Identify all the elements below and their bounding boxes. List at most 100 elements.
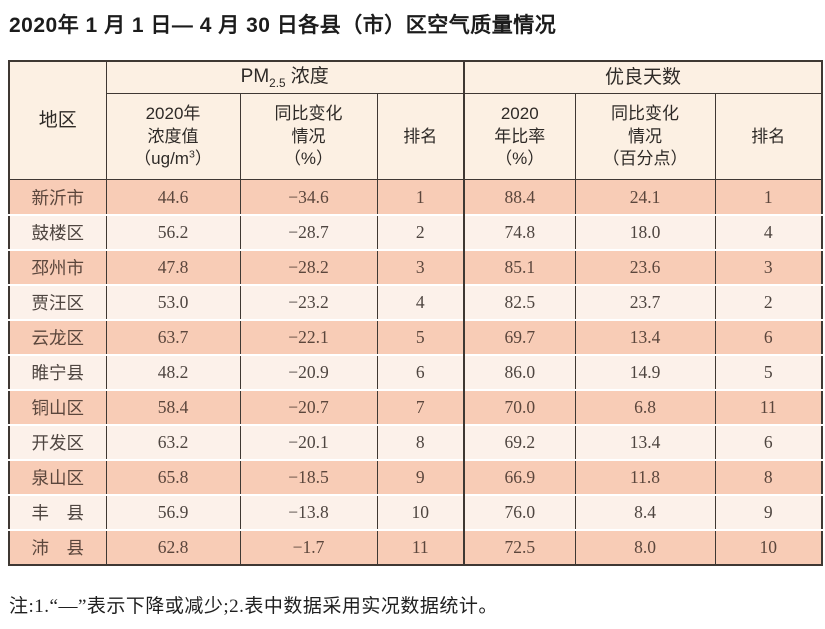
cell-days-rank: 3 [714, 248, 823, 285]
table-row: 贾汪区 53.0 −23.2 4 82.5 23.7 2 [8, 283, 823, 320]
cell-days-change: 23.6 [574, 248, 716, 285]
header-line: 同比变化 [611, 104, 679, 124]
cell-days-change: 13.4 [574, 423, 716, 460]
cell-days-rank: 1 [714, 179, 823, 215]
cell-days-ratio: 66.9 [463, 458, 576, 495]
table-row: 丰 县 56.9 −13.8 10 76.0 8.4 9 [8, 493, 823, 530]
header-line: （%） [495, 149, 545, 169]
header-region: 地区 [8, 60, 107, 181]
cell-pm-value: 53.0 [105, 283, 241, 320]
header-line: ） [194, 149, 212, 169]
header-days-rank: 排名 [714, 93, 823, 181]
header-line: 情况 [291, 126, 326, 146]
cell-days-rank: 4 [714, 213, 823, 250]
cell-days-ratio: 82.5 [463, 283, 576, 320]
header-line: （ug/m [134, 149, 189, 169]
cell-pm-change: −28.2 [239, 248, 378, 285]
cell-pm-value: 44.6 [105, 179, 241, 215]
cell-pm-value: 58.4 [105, 388, 241, 425]
cell-days-change: 8.4 [574, 493, 716, 530]
cell-region: 睢宁县 [8, 353, 107, 390]
header-days-change: 同比变化 情况 （百分点） [574, 93, 716, 181]
cell-pm-change: −18.5 [239, 458, 378, 495]
cell-region: 云龙区 [8, 318, 107, 355]
cell-pm-rank: 5 [376, 318, 465, 355]
cell-pm-change: −28.7 [239, 213, 378, 250]
cell-pm-rank: 3 [376, 248, 465, 285]
header-pm-value: 2020年 浓度值 （ug/m3） [105, 93, 241, 181]
cell-pm-rank: 7 [376, 388, 465, 425]
cell-region: 邳州市 [8, 248, 107, 285]
header-line: 2020 [500, 104, 539, 124]
cell-days-ratio: 69.7 [463, 318, 576, 355]
cell-region: 鼓楼区 [8, 213, 107, 250]
pm25-label-base: PM [240, 66, 270, 87]
cell-pm-change: −1.7 [239, 528, 378, 565]
header-pm-rank: 排名 [376, 93, 465, 181]
header-group-pm25: PM2.5 浓度 [105, 60, 465, 95]
cell-days-change: 18.0 [574, 213, 716, 250]
cell-days-ratio: 76.0 [463, 493, 576, 530]
cell-days-change: 24.1 [574, 179, 716, 215]
cell-pm-change: −22.1 [239, 318, 378, 355]
cell-pm-change: −20.7 [239, 388, 378, 425]
cell-days-rank: 11 [714, 388, 823, 425]
cell-pm-rank: 11 [376, 528, 465, 565]
cell-days-rank: 5 [714, 353, 823, 390]
air-quality-table: 地区 PM2.5 浓度 优良天数 2020年 浓度值 （ug/m3） 同比变化 … [8, 60, 823, 566]
cell-pm-change: −20.1 [239, 423, 378, 460]
cell-days-rank: 8 [714, 458, 823, 495]
header-group-good-days: 优良天数 [463, 60, 823, 95]
table-row: 开发区 63.2 −20.1 8 69.2 13.4 6 [8, 423, 823, 460]
cubic-superscript: 3 [188, 148, 195, 161]
table-row: 新沂市 44.6 −34.6 1 88.4 24.1 1 [8, 179, 823, 215]
cell-days-rank: 9 [714, 493, 823, 530]
pm25-label-subscript: 2.5 [269, 76, 286, 90]
table-row: 泉山区 65.8 −18.5 9 66.9 11.8 8 [8, 458, 823, 495]
cell-pm-rank: 1 [376, 179, 465, 215]
cell-days-ratio: 70.0 [463, 388, 576, 425]
cell-pm-change: −20.9 [239, 353, 378, 390]
cell-region: 沛 县 [8, 528, 107, 565]
cell-days-rank: 6 [714, 318, 823, 355]
cell-region: 开发区 [8, 423, 107, 460]
cell-pm-value: 63.7 [105, 318, 241, 355]
cell-days-change: 23.7 [574, 283, 716, 320]
header-line: 同比变化 [274, 104, 343, 124]
table-row: 睢宁县 48.2 −20.9 6 86.0 14.9 5 [8, 353, 823, 390]
cell-days-ratio: 86.0 [463, 353, 576, 390]
cell-region: 贾汪区 [8, 283, 107, 320]
cell-pm-rank: 2 [376, 213, 465, 250]
header-line: 2020年 [145, 104, 201, 124]
cell-days-ratio: 72.5 [463, 528, 576, 565]
header-line: （百分点） [602, 149, 688, 169]
table-row: 沛 县 62.8 −1.7 11 72.5 8.0 10 [8, 528, 823, 565]
cell-region: 铜山区 [8, 388, 107, 425]
table-row: 铜山区 58.4 −20.7 7 70.0 6.8 11 [8, 388, 823, 425]
cell-region: 泉山区 [8, 458, 107, 495]
page-title: 2020年 1 月 1 日— 4 月 30 日各县（市）区空气质量情况 [9, 14, 557, 37]
cell-pm-rank: 10 [376, 493, 465, 530]
cell-pm-value: 56.9 [105, 493, 241, 530]
cell-days-rank: 2 [714, 283, 823, 320]
cell-pm-value: 48.2 [105, 353, 241, 390]
cell-days-ratio: 88.4 [463, 179, 576, 215]
cell-days-change: 6.8 [574, 388, 716, 425]
cell-pm-rank: 9 [376, 458, 465, 495]
cell-days-ratio: 85.1 [463, 248, 576, 285]
cell-region: 新沂市 [8, 179, 107, 215]
cell-pm-rank: 6 [376, 353, 465, 390]
cell-pm-value: 65.8 [105, 458, 241, 495]
table-note: 注:1.“—”表示下降或减少;2.表中数据采用实况数据统计。 [9, 595, 498, 617]
header-line: 浓度值 [147, 126, 199, 146]
cell-pm-change: −13.8 [239, 493, 378, 530]
cell-region: 丰 县 [8, 493, 107, 530]
pm25-label-rest: 浓度 [285, 66, 329, 87]
cell-days-ratio: 74.8 [463, 213, 576, 250]
cell-days-ratio: 69.2 [463, 423, 576, 460]
header-days-ratio: 2020 年比率 （%） [463, 93, 576, 181]
cell-days-rank: 10 [714, 528, 823, 565]
table-row: 鼓楼区 56.2 −28.7 2 74.8 18.0 4 [8, 213, 823, 250]
header-line: 年比率 [494, 126, 546, 146]
cell-days-change: 8.0 [574, 528, 716, 565]
